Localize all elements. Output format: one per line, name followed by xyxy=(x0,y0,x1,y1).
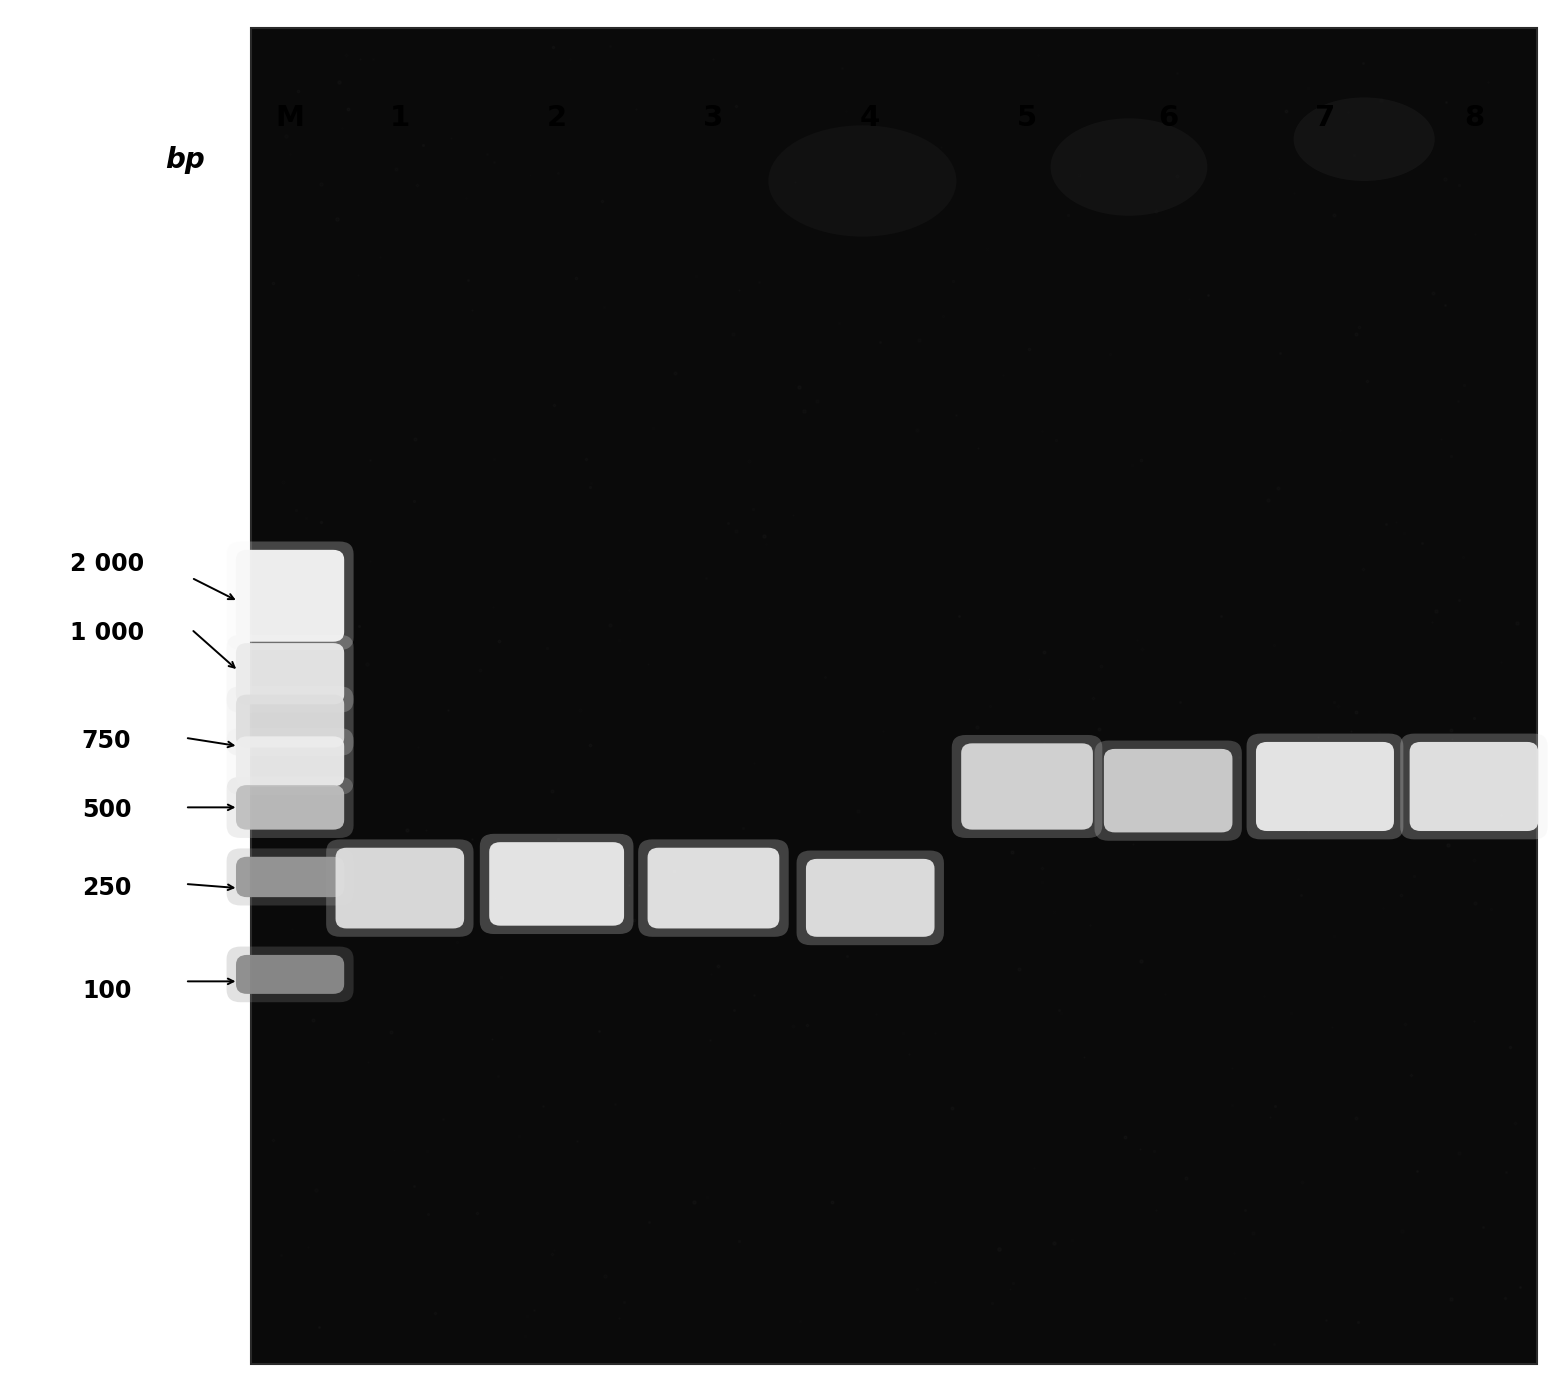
Ellipse shape xyxy=(768,125,956,237)
Text: 1 000: 1 000 xyxy=(69,621,144,646)
Text: 8: 8 xyxy=(1465,104,1483,132)
Text: bp: bp xyxy=(165,146,205,174)
Text: 2 000: 2 000 xyxy=(69,551,144,576)
FancyBboxPatch shape xyxy=(226,947,353,1002)
FancyBboxPatch shape xyxy=(1104,749,1232,832)
FancyBboxPatch shape xyxy=(489,842,624,926)
FancyBboxPatch shape xyxy=(226,686,353,756)
Ellipse shape xyxy=(1294,97,1435,181)
FancyBboxPatch shape xyxy=(1247,734,1403,839)
FancyBboxPatch shape xyxy=(961,743,1093,830)
FancyBboxPatch shape xyxy=(235,785,343,830)
FancyBboxPatch shape xyxy=(638,839,789,937)
FancyBboxPatch shape xyxy=(648,848,779,928)
FancyBboxPatch shape xyxy=(226,635,353,713)
FancyBboxPatch shape xyxy=(806,859,935,937)
FancyBboxPatch shape xyxy=(235,857,343,898)
FancyBboxPatch shape xyxy=(226,541,353,650)
Text: M: M xyxy=(276,104,304,132)
Text: 1: 1 xyxy=(390,104,409,132)
FancyBboxPatch shape xyxy=(952,735,1102,838)
FancyBboxPatch shape xyxy=(797,851,944,945)
FancyBboxPatch shape xyxy=(1410,742,1538,831)
FancyBboxPatch shape xyxy=(226,849,353,906)
FancyBboxPatch shape xyxy=(226,777,353,838)
FancyBboxPatch shape xyxy=(235,643,343,704)
FancyBboxPatch shape xyxy=(1400,734,1548,839)
Text: 250: 250 xyxy=(82,876,132,901)
FancyBboxPatch shape xyxy=(1094,741,1242,841)
FancyBboxPatch shape xyxy=(235,550,343,642)
Text: 5: 5 xyxy=(1018,104,1036,132)
Text: 2: 2 xyxy=(547,104,566,132)
FancyBboxPatch shape xyxy=(235,695,343,748)
Text: 7: 7 xyxy=(1316,104,1334,132)
Text: 100: 100 xyxy=(82,979,132,1004)
Text: 500: 500 xyxy=(82,798,132,823)
FancyBboxPatch shape xyxy=(235,955,343,994)
FancyBboxPatch shape xyxy=(1256,742,1394,831)
Text: 750: 750 xyxy=(82,728,132,753)
FancyBboxPatch shape xyxy=(251,28,1537,1364)
FancyBboxPatch shape xyxy=(336,848,464,928)
FancyBboxPatch shape xyxy=(326,839,474,937)
FancyBboxPatch shape xyxy=(235,736,343,786)
FancyBboxPatch shape xyxy=(226,728,353,795)
Text: 3: 3 xyxy=(704,104,723,132)
Text: 4: 4 xyxy=(861,104,880,132)
Text: 6: 6 xyxy=(1159,104,1178,132)
FancyBboxPatch shape xyxy=(480,834,633,934)
Ellipse shape xyxy=(1051,118,1207,216)
